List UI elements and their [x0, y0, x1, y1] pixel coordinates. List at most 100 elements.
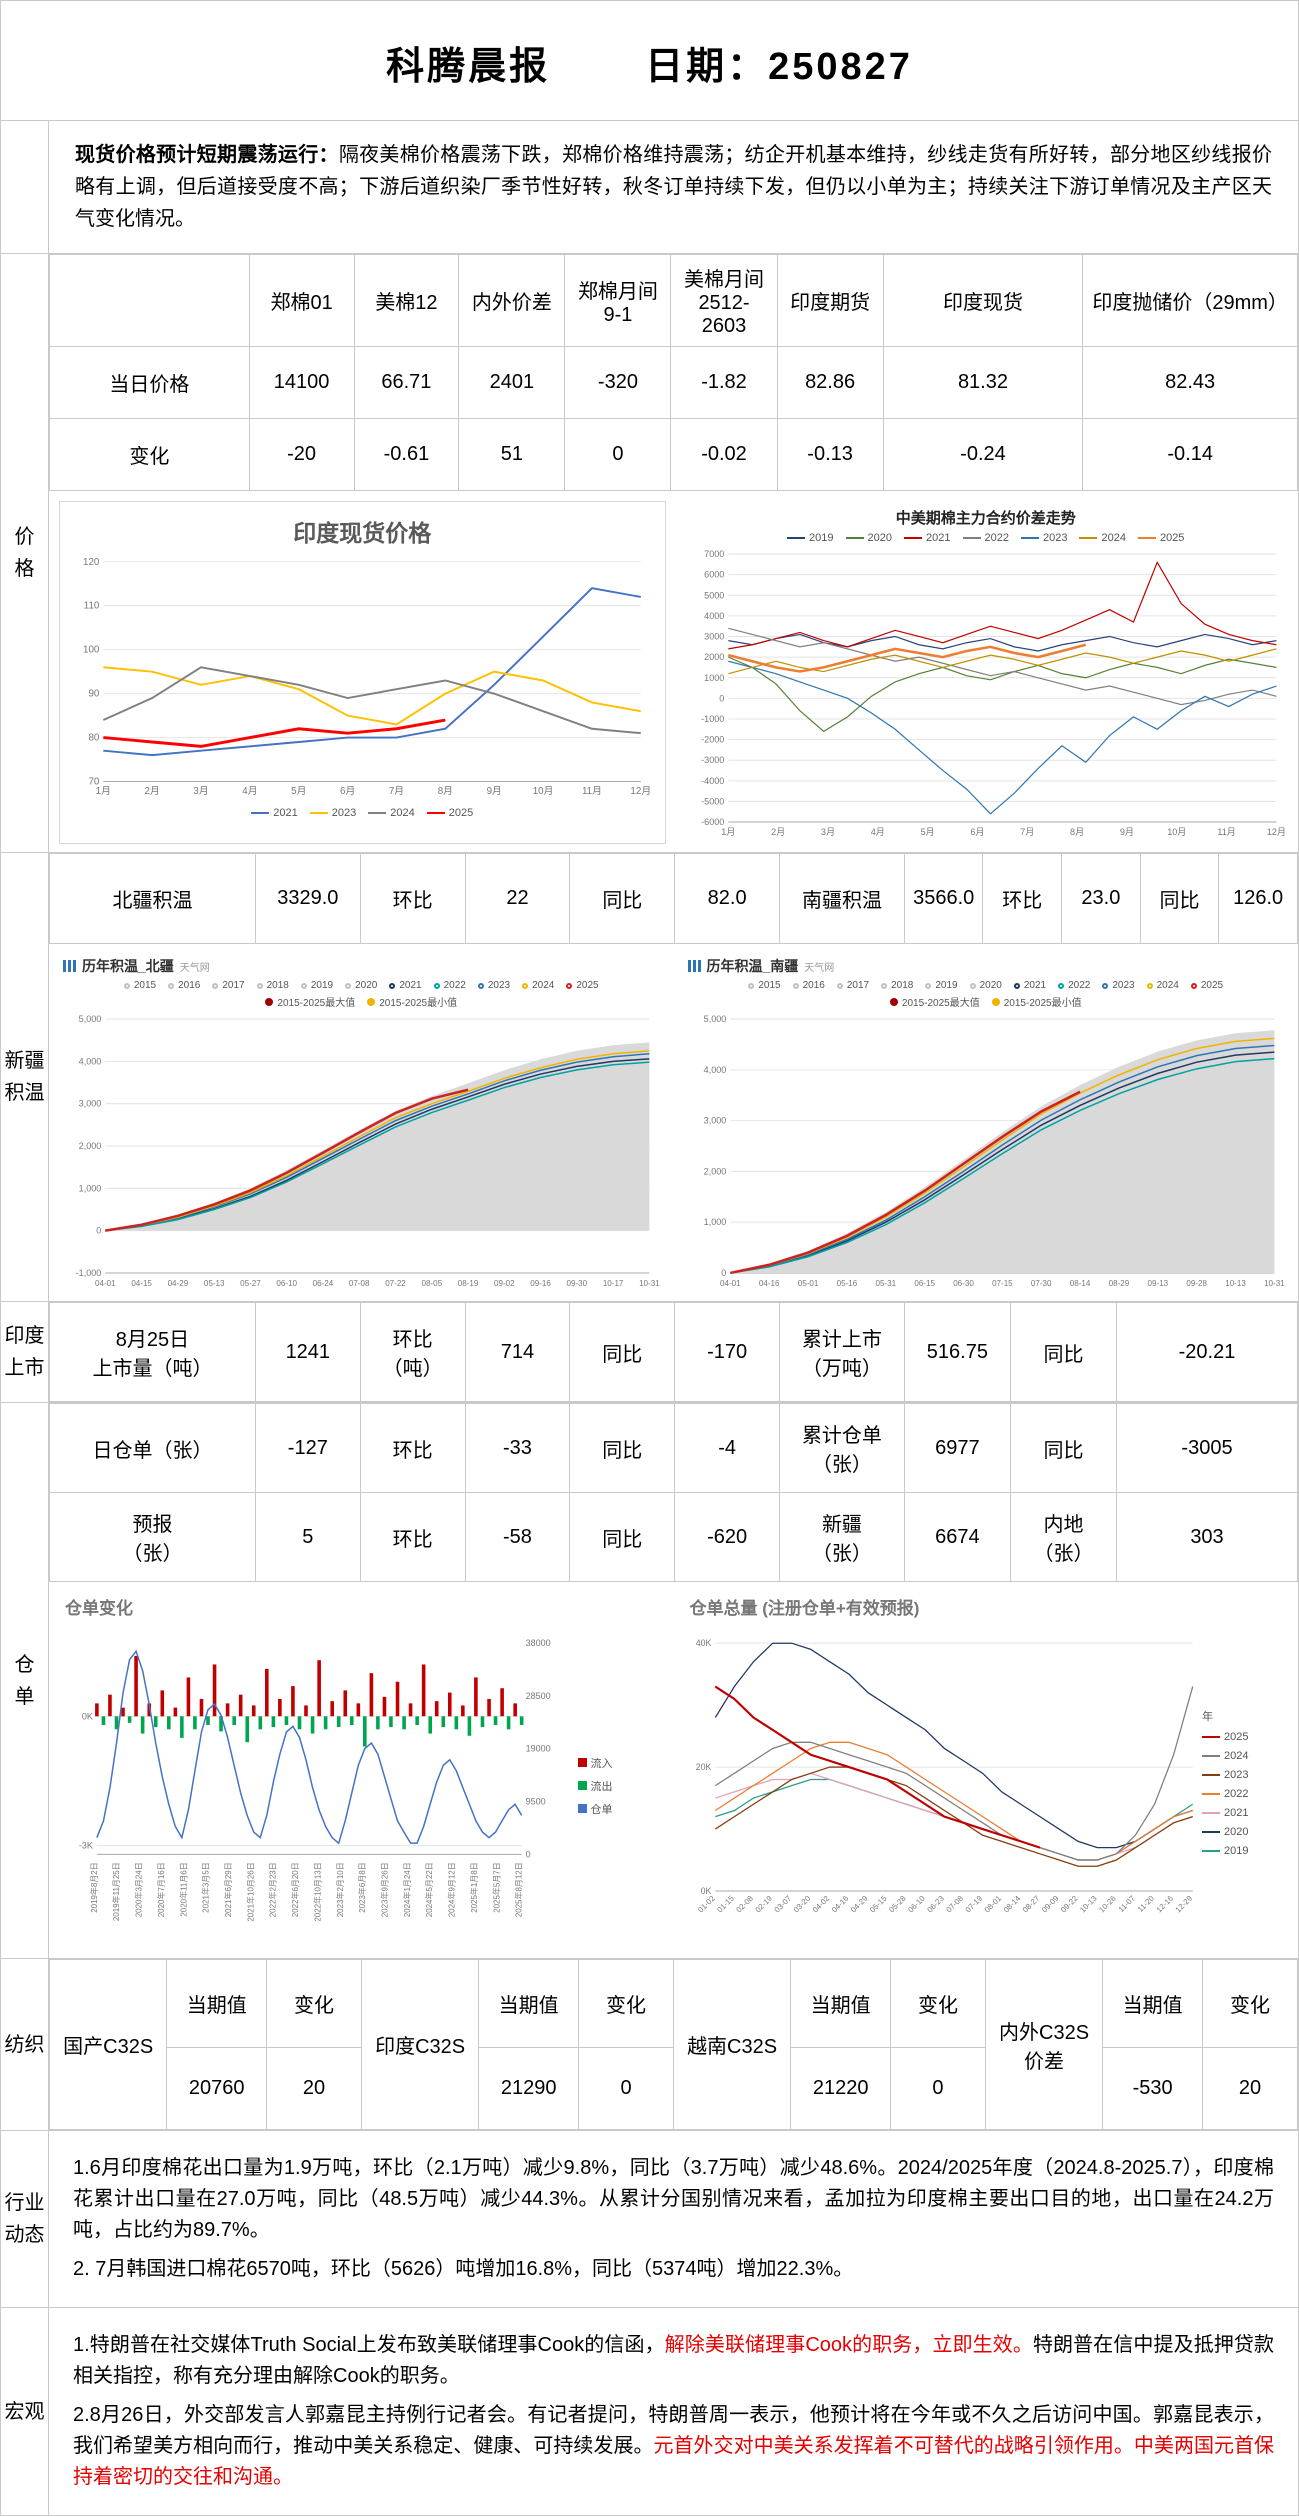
svg-text:0K: 0K: [82, 1712, 93, 1722]
svg-text:08-27: 08-27: [1020, 1894, 1040, 1914]
price-header-row: 郑棉01 美棉12 内外价差 郑棉月间 9-1 美棉月间 2512- 2603 …: [49, 254, 1298, 347]
wh-cell: -127: [254, 1403, 361, 1494]
wh-cell: 6674: [903, 1492, 1011, 1583]
svg-text:100: 100: [83, 645, 100, 656]
wh-cell: 303: [1116, 1492, 1298, 1583]
temp-cell: 北疆积温: [49, 853, 256, 945]
svg-text:11月: 11月: [582, 785, 602, 797]
chart-source: 天气网: [804, 962, 835, 974]
svg-text:2021年3月5日: 2021年3月5日: [201, 1863, 211, 1914]
temp-cell: 3329.0: [254, 853, 361, 945]
industry-section: 行业 动态 1.6月印度棉花出口量为1.9万吨，环比（2.1万吨）减少9.8%，…: [1, 2130, 1298, 2308]
svg-text:03-07: 03-07: [772, 1894, 792, 1914]
side-label-macro: 宏观: [1, 2308, 49, 2516]
report-date: 日期：250827: [645, 46, 913, 88]
textile-value: 0: [578, 2047, 674, 2131]
svg-text:2025年8月12日: 2025年8月12日: [514, 1863, 524, 1918]
svg-text:5,000: 5,000: [79, 1014, 102, 1024]
macro-section: 宏观 1.特朗普在社交媒体Truth Social上发布致美联储理事Cook的信…: [1, 2307, 1298, 2516]
svg-text:20K: 20K: [695, 1762, 711, 1772]
summary-section: 现货价格预计短期震荡运行：隔夜美棉价格震荡下跌，郑棉价格维持震荡；纺企开机基本维…: [1, 120, 1298, 253]
temp-cell: 22: [464, 853, 571, 945]
price-col-header: 美棉月间 2512- 2603: [670, 254, 778, 347]
price-col-header: [49, 254, 250, 347]
price-col-header: 内外价差: [458, 254, 566, 347]
india-cell: 1241: [254, 1302, 361, 1403]
side-label-price: 价 格: [1, 254, 49, 853]
svg-text:06-10: 06-10: [906, 1894, 927, 1915]
chart-header: 历年积温_南疆 天气网: [684, 952, 1289, 978]
chart-header: 历年积温_北疆 天气网: [59, 952, 664, 978]
svg-text:01-15: 01-15: [715, 1894, 736, 1915]
svg-text:06-10: 06-10: [276, 1279, 297, 1288]
chart-temp-south: 历年积温_南疆 天气网 2015 2016 2017 2018 2019 2020 2021…: [674, 944, 1299, 1301]
svg-text:-3K: -3K: [79, 1841, 93, 1851]
temp-south-plot: 0 1,000 2,000 3,000 4,000 5,000 04-01 04-16 05-0…: [684, 1011, 1289, 1293]
textile-series-name: 内外C32S 价差: [984, 1959, 1104, 2131]
price-table: 郑棉01 美棉12 内外价差 郑棉月间 9-1 美棉月间 2512- 2603 …: [49, 254, 1298, 491]
summary-text: 现货价格预计短期震荡运行：隔夜美棉价格震荡下跌，郑棉价格维持震荡；纺企开机基本维…: [49, 121, 1298, 253]
textile-value: 20760: [166, 2047, 268, 2131]
price-section: 价 格 郑棉01 美棉12 内外价差 郑棉月间 9-1 美棉月间 2512- 2…: [1, 253, 1298, 853]
price-value-cell: -1.82: [670, 346, 778, 419]
svg-text:12-29: 12-29: [1173, 1894, 1193, 1914]
chart-title: 仓单总量 (注册仓单+有效预报): [689, 1599, 920, 1619]
chart-title: 印度现货价格: [293, 520, 432, 546]
svg-text:08-14: 08-14: [1001, 1894, 1022, 1915]
price-row-change: 变化 -20 -0.61 51 0 -0.02 -0.13 -0.24 -0.1…: [49, 418, 1298, 491]
svg-text:0: 0: [96, 1226, 101, 1236]
svg-text:2024年5月22日: 2024年5月22日: [424, 1863, 434, 1918]
industry-paragraphs: 1.6月印度棉花出口量为1.9万吨，环比（2.1万吨）减少9.8%，同比（3.7…: [49, 2131, 1298, 2307]
svg-text:04-01: 04-01: [720, 1279, 741, 1288]
price-col-header: 郑棉月间 9-1: [564, 254, 672, 347]
india-spot-plot: 70 80 90 100 110 120 1月 2月 3月 4月 5月 6月 7月 8月 9月 10月 11月 1…: [68, 552, 657, 805]
temp-cell: 同比: [569, 853, 676, 945]
price-value-cell: 51: [458, 418, 566, 491]
textile-col-label: 变化: [578, 1959, 674, 2049]
price-value-cell: -0.13: [776, 418, 884, 491]
svg-text:02-19: 02-19: [753, 1894, 773, 1914]
textile-series-name: 印度C32S: [360, 1959, 480, 2131]
svg-text:09-02: 09-02: [494, 1279, 515, 1288]
svg-text:05-01: 05-01: [797, 1279, 818, 1288]
svg-text:5000: 5000: [704, 590, 724, 600]
svg-text:1000: 1000: [704, 673, 724, 683]
textile-col-label: 当期值: [790, 1959, 892, 2049]
warehouse-change-plot: 0K -3K 38000 28500 19000 9500 0 2019年8月2日 2019年1…: [59, 1621, 578, 1950]
svg-text:2020年11月6日: 2020年11月6日: [178, 1863, 188, 1917]
svg-text:2,000: 2,000: [703, 1167, 726, 1177]
warehouse-row-daily: 日仓单（张） -127 环比 -33 同比 -4 累计仓单 （张） 6977 同…: [49, 1403, 1298, 1494]
textile-value-row: 20760 20 21290 0 21220 0 -530 20: [50, 2047, 1298, 2131]
svg-text:12-16: 12-16: [1154, 1894, 1174, 1914]
wh-cell: 预报 （张）: [49, 1492, 256, 1583]
price-value-cell: 66.71: [353, 346, 460, 419]
india-row: 8月25日 上市量（吨） 1241 环比 （吨） 714 同比 -170 累计上…: [49, 1302, 1298, 1403]
svg-text:10-31: 10-31: [639, 1279, 660, 1288]
svg-text:04-16: 04-16: [829, 1894, 849, 1914]
india-cell: 同比: [569, 1302, 676, 1403]
svg-text:2,000: 2,000: [79, 1141, 102, 1151]
svg-text:07-08: 07-08: [944, 1894, 964, 1914]
svg-text:6月: 6月: [970, 827, 984, 837]
svg-text:04-29: 04-29: [168, 1279, 189, 1288]
wh-cell: -620: [674, 1492, 781, 1583]
svg-text:6月: 6月: [340, 785, 355, 797]
chart-india-spot-price: 印度现货价格 70 80 90 100 110 120 1月 2月 3月 4月 5月 6月 7月 8月 9月…: [59, 501, 666, 845]
svg-text:04-01: 04-01: [95, 1279, 116, 1288]
textile-value: 20: [1202, 2047, 1298, 2131]
svg-text:38000: 38000: [526, 1638, 551, 1648]
svg-text:2021年6月29日: 2021年6月29日: [223, 1863, 233, 1918]
svg-text:04-29: 04-29: [848, 1894, 868, 1914]
temp-south-legend: 2015 2016 2017 2018 2019 2020 2021 2022 2023 2024…: [684, 978, 1289, 1011]
svg-text:10-31: 10-31: [1264, 1279, 1285, 1288]
temp-table: 北疆积温 3329.0 环比 22 同比 82.0 南疆积温 3566.0 环比…: [49, 853, 1298, 945]
textile-series-name: 越南C32S: [672, 1959, 792, 2131]
svg-text:3月: 3月: [820, 827, 834, 837]
svg-text:11月: 11月: [1217, 827, 1235, 837]
warehouse-total-plot: 0K 20K 40K 01-02 01-15 02-08 02-19 03-07 03-20 04…: [684, 1621, 1203, 1944]
svg-text:9500: 9500: [526, 1797, 546, 1807]
svg-text:-6000: -6000: [701, 817, 724, 827]
svg-text:06-15: 06-15: [914, 1279, 935, 1288]
svg-text:01-02: 01-02: [696, 1894, 716, 1914]
